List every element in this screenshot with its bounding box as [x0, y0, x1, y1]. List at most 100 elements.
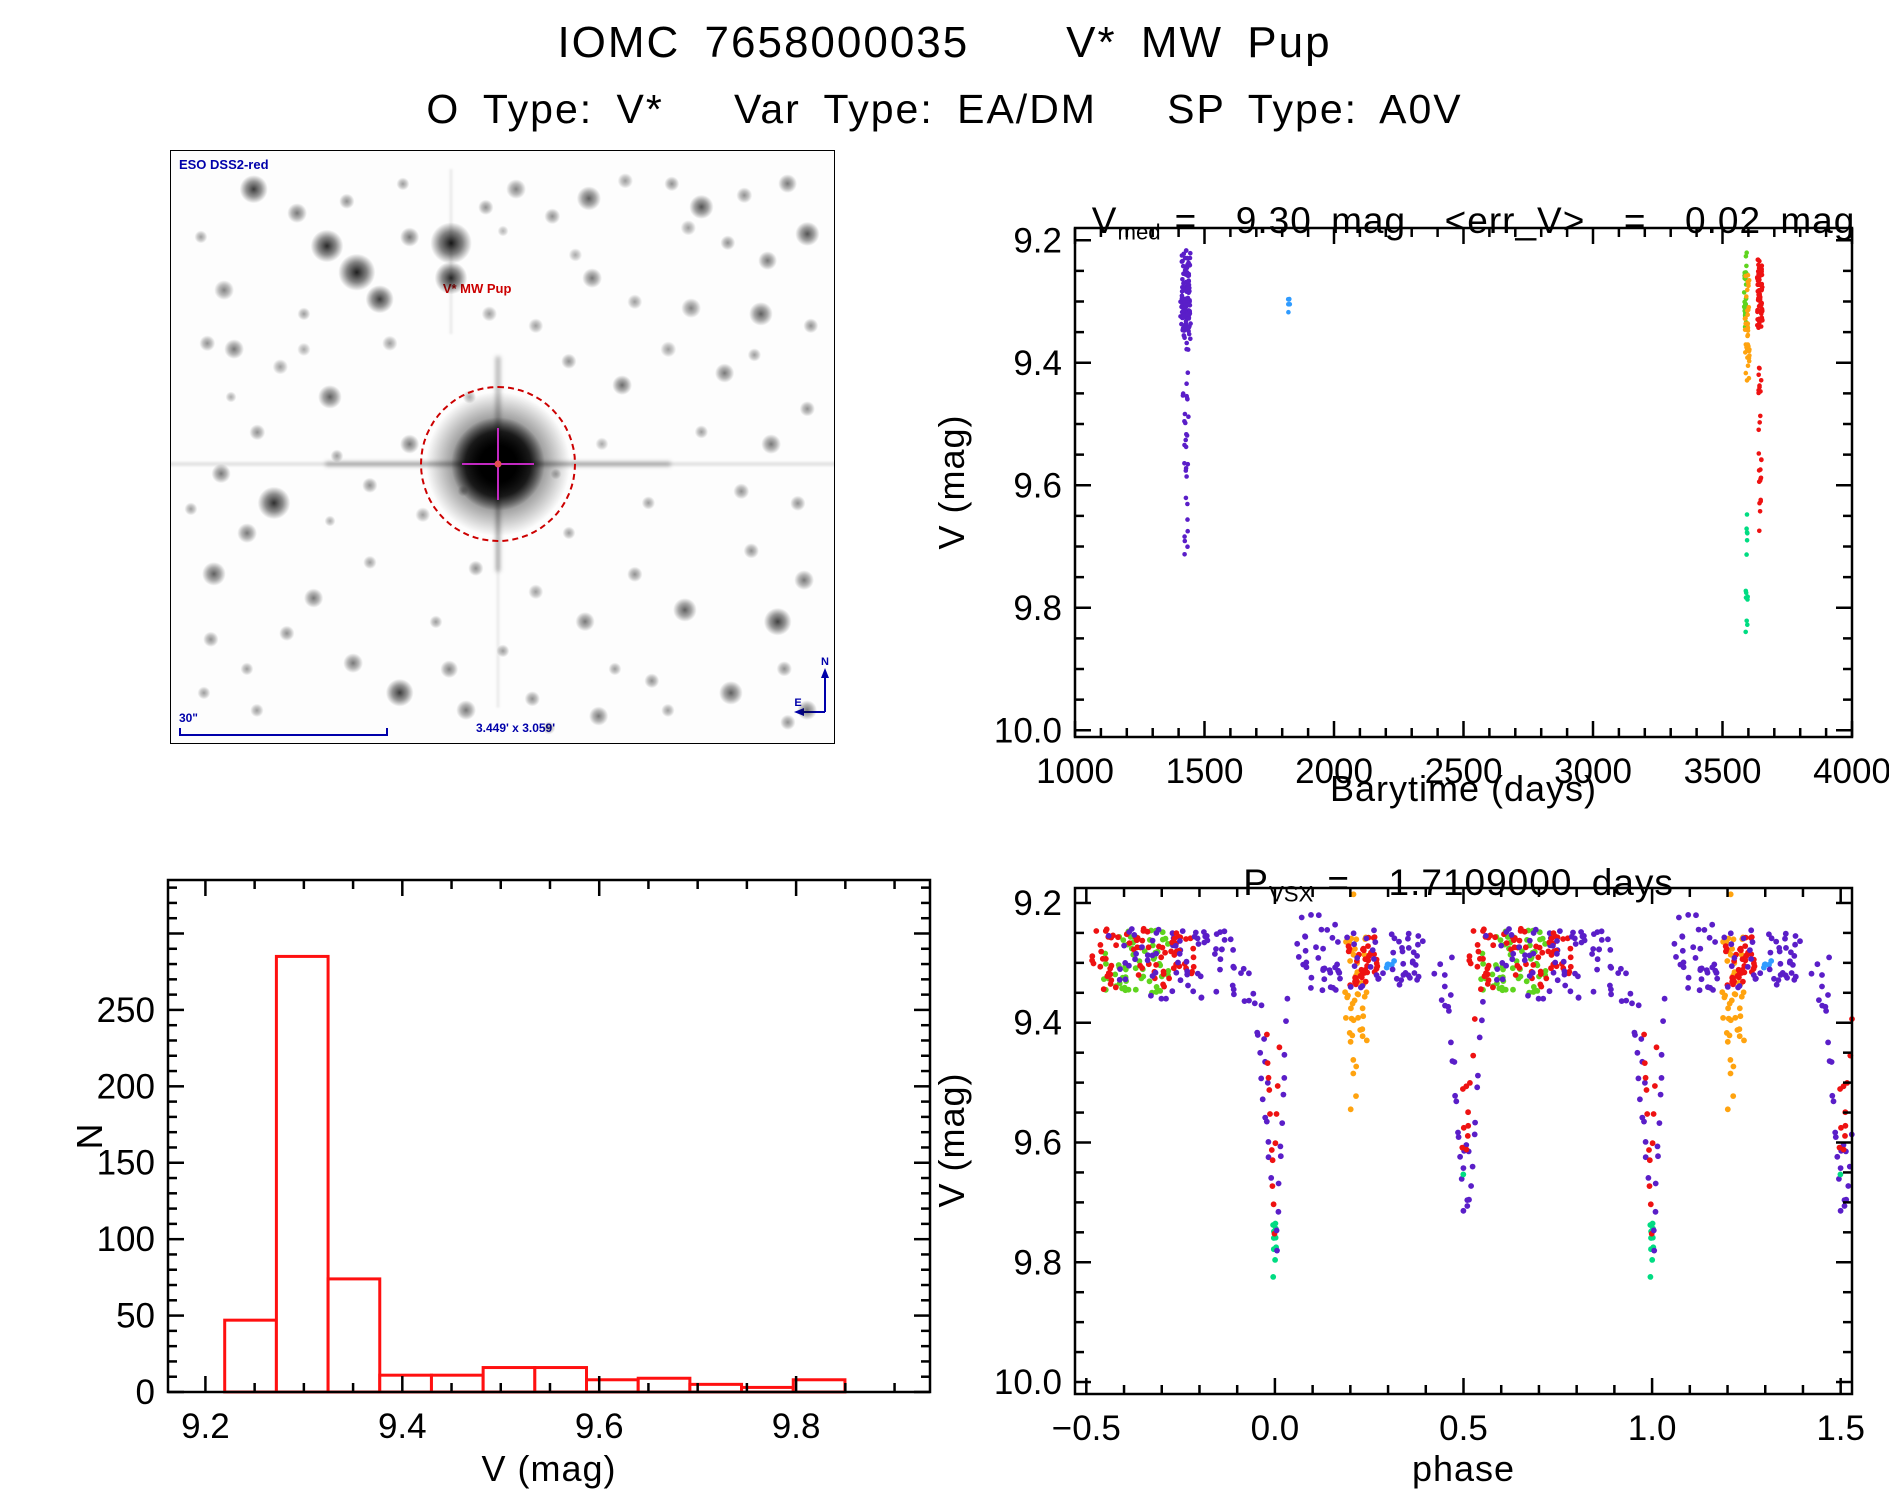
series-red-c1: [1089, 925, 1544, 993]
star: [272, 359, 289, 375]
svg-text:1000: 1000: [1036, 752, 1114, 791]
series-red-t4: [1272, 1044, 1660, 1147]
star: [337, 253, 376, 292]
star: [795, 221, 820, 246]
star: [429, 615, 443, 629]
star: [748, 301, 774, 326]
star: [527, 317, 544, 334]
series-purple-c1: [1179, 269, 1192, 334]
star: [588, 706, 609, 727]
star: [617, 172, 633, 189]
star: [761, 434, 781, 454]
series-mint-c19: [1460, 1171, 1844, 1178]
series-purple-t0: [1250, 990, 1652, 1181]
star: [310, 229, 344, 263]
star: [202, 562, 227, 587]
star: [797, 700, 818, 721]
series-purple-c14: [1388, 930, 1815, 988]
star: [385, 678, 415, 707]
star: [660, 341, 676, 358]
chart-histogram: 9.2 9.4 9.6 9.8 0 50 100 150 200 250: [97, 878, 932, 1446]
star: [338, 193, 355, 210]
plot-frame: [1073, 226, 1854, 739]
svg-text:−0.5: −0.5: [1052, 1409, 1121, 1448]
crosshair-center-dot: [494, 460, 502, 468]
series-purple-c15: [1437, 954, 1832, 1009]
star: [415, 507, 431, 523]
star: [627, 566, 643, 582]
star: [680, 220, 696, 236]
series-purple-c3: [1182, 411, 1191, 479]
star: [544, 208, 560, 224]
star: [611, 374, 632, 395]
svg-text:1.0: 1.0: [1628, 1409, 1677, 1448]
star: [694, 425, 708, 439]
star: [505, 179, 526, 200]
star: [736, 187, 753, 204]
star: [478, 199, 494, 215]
compass-east-label: E: [794, 697, 801, 709]
svg-text:9.6: 9.6: [575, 1407, 624, 1446]
svg-text:9.8: 9.8: [772, 1407, 821, 1446]
star: [297, 342, 311, 356]
plot-frame: [1073, 886, 1854, 1396]
svg-text:9.4: 9.4: [1013, 1004, 1062, 1043]
series-mint-c8: [1744, 512, 1750, 557]
star: [468, 560, 484, 577]
chart-lightcurve: 1000 1500 2000 2500 3000 3500 4000 9.2 9.4 9.6 9.8…: [994, 221, 1889, 791]
series-red-c13: [1757, 497, 1763, 534]
scale-bar: [178, 727, 389, 736]
series-purple-c4: [1182, 495, 1190, 557]
series-purple-c2: [1180, 346, 1191, 402]
chart-phase: −0.5 0.0 0.5 1.0 1.5 9.2 9.4 9.6 9.8 10.0: [994, 884, 1865, 1448]
star: [382, 335, 398, 352]
page-title: IOMC 7658000035 V* MW Pup: [557, 18, 1332, 67]
series-purple-t6: [1466, 998, 1855, 1203]
star: [434, 261, 468, 295]
diffraction-streak-v: [496, 447, 500, 708]
star: [714, 363, 735, 383]
series-orange-c7: [1742, 272, 1752, 383]
star: [663, 175, 680, 192]
series-purple-c17: [1458, 1142, 1849, 1214]
lightcurve-title: Vmed = 9.30 mag <err_V> = 0.02 mag: [1091, 200, 1856, 245]
star: [197, 686, 211, 700]
star: [568, 248, 583, 262]
phase-title: PVSX = 1.7109000 days: [1243, 862, 1674, 907]
star: [799, 400, 816, 417]
star: [561, 353, 577, 369]
series-purple-t3: [1273, 995, 1668, 1254]
star: [497, 225, 508, 237]
series-red-c10: [1754, 257, 1765, 331]
series-lightblue-c5: [1285, 296, 1293, 315]
series-purple-t5: [1445, 1003, 1841, 1160]
svg-text:0.5: 0.5: [1439, 1409, 1488, 1448]
svg-text:9.8: 9.8: [1013, 1243, 1062, 1282]
diffraction-streak-v2: [449, 168, 453, 335]
scale-bar-label: 30": [178, 711, 198, 726]
star: [240, 662, 254, 676]
star: [481, 306, 497, 322]
svg-text:100: 100: [97, 1220, 155, 1259]
series-red-c11: [1345, 934, 1758, 988]
tick-labels: 1000 1500 2000 2500 3000 3500 4000 9.2 9.4 9.6 9.8…: [994, 221, 1889, 791]
star: [362, 477, 378, 494]
compass-north-label: N: [821, 656, 829, 668]
svg-text:200: 200: [97, 1067, 155, 1106]
target-circle: [419, 386, 576, 543]
svg-text:9.6: 9.6: [1013, 1123, 1062, 1162]
star: [330, 449, 344, 463]
star: [576, 186, 601, 211]
series-purple-c7: [1298, 912, 1699, 921]
star: [194, 230, 208, 244]
svg-text:4000: 4000: [1813, 752, 1889, 791]
series-orange-c8: [1342, 934, 1747, 1045]
star: [203, 631, 219, 648]
star: [542, 721, 556, 735]
plot-frame: [166, 878, 932, 1394]
star: [224, 339, 244, 360]
svg-text:150: 150: [97, 1144, 155, 1183]
star: [363, 555, 377, 570]
